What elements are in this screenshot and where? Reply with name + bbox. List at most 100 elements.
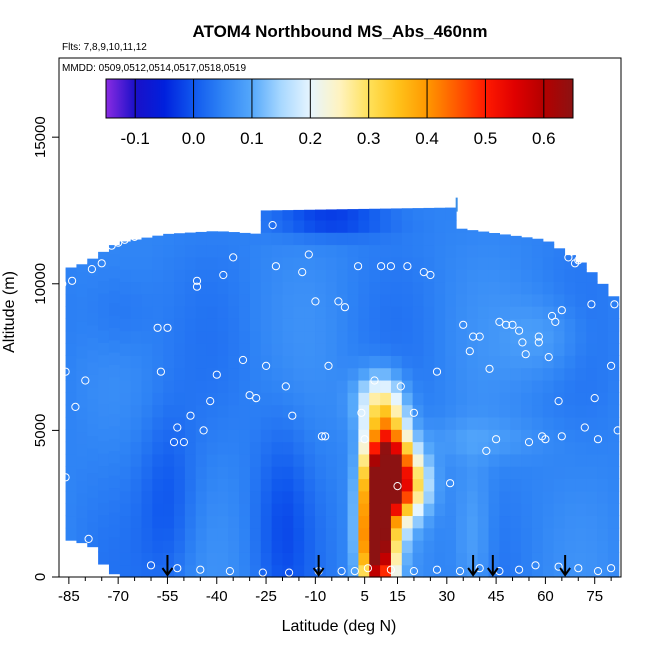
- heatmap-cell: [315, 379, 327, 393]
- heatmap-cell: [325, 527, 338, 541]
- flight-point: [252, 394, 261, 403]
- heatmap-cell: [531, 392, 544, 406]
- heatmap-cell: [510, 235, 522, 246]
- heatmap-cell: [174, 355, 186, 369]
- heatmap-cell: [163, 527, 175, 541]
- heatmap-cell: [325, 330, 338, 344]
- heatmap-cell: [249, 552, 262, 566]
- heatmap-cell: [98, 539, 110, 553]
- heatmap-cell: [586, 306, 598, 319]
- heatmap-cell: [293, 453, 305, 467]
- heatmap-cell: [76, 530, 88, 544]
- heatmap-cell: [347, 453, 360, 467]
- heatmap-cell: [597, 318, 609, 332]
- heatmap-cell: [271, 564, 284, 578]
- heatmap-cell: [466, 416, 479, 430]
- heatmap-cell: [510, 355, 522, 369]
- heatmap-cell: [325, 416, 338, 430]
- heatmap-cell: [369, 208, 381, 221]
- flight-point: [179, 438, 188, 447]
- heatmap-cell: [380, 490, 392, 504]
- heatmap-cell: [206, 293, 219, 307]
- heatmap-cell: [488, 416, 500, 430]
- heatmap-cell: [597, 330, 609, 344]
- heatmap-cell: [423, 355, 435, 369]
- heatmap-cell: [163, 466, 175, 480]
- heatmap-cell: [76, 517, 88, 531]
- heatmap-cell: [423, 306, 435, 319]
- heatmap-cell: [510, 343, 522, 356]
- heatmap-cell: [206, 564, 219, 578]
- heatmap-cell: [358, 404, 370, 418]
- flight-point: [186, 411, 195, 420]
- heatmap-cell: [217, 355, 229, 369]
- heatmap-cell: [390, 318, 403, 332]
- heatmap-cell: [293, 515, 305, 529]
- heatmap-cell: [542, 241, 555, 246]
- heatmap-cell: [174, 429, 186, 443]
- heatmap-cell: [184, 355, 197, 369]
- heatmap-cell: [466, 478, 479, 492]
- heatmap-cell: [174, 343, 186, 356]
- heatmap-cell: [380, 540, 392, 553]
- heatmap-cell: [282, 392, 294, 406]
- heatmap-cell: [597, 527, 609, 541]
- heatmap-cell: [108, 425, 121, 439]
- heatmap-cell: [597, 379, 609, 393]
- heatmap-cell: [466, 244, 479, 258]
- heatmap-cell: [130, 527, 143, 541]
- heatmap-cell: [586, 343, 598, 356]
- heatmap-cell: [586, 429, 598, 443]
- heatmap-cell: [206, 515, 219, 529]
- heatmap-cell: [174, 466, 186, 480]
- heatmap-cell: [249, 466, 262, 480]
- heatmap-cell: [358, 527, 370, 541]
- heatmap-cell: [163, 367, 175, 381]
- heatmap-cell: [369, 219, 381, 233]
- heatmap-cell: [510, 379, 522, 393]
- flight-point: [317, 432, 326, 441]
- flight-point: [446, 479, 455, 488]
- heatmap-cell: [358, 281, 370, 295]
- heatmap-cell: [282, 256, 294, 270]
- heatmap-cell: [304, 209, 316, 221]
- flight-point: [156, 367, 165, 376]
- heatmap-cell: [228, 441, 240, 455]
- heatmap-cell: [531, 429, 544, 443]
- heatmap-cell: [607, 392, 620, 406]
- heatmap-cell: [336, 404, 349, 418]
- heatmap-cell: [369, 466, 381, 480]
- heatmap-cell: [477, 416, 490, 430]
- heatmap-cell: [76, 456, 88, 470]
- heatmap-cell: [141, 540, 153, 553]
- heatmap-cell: [597, 466, 609, 480]
- heatmap-cell: [336, 330, 349, 344]
- heatmap-cell: [347, 293, 360, 307]
- heatmap-cell: [206, 379, 219, 393]
- heatmap-cell: [174, 503, 186, 517]
- heatmap-cell: [423, 540, 435, 553]
- heatmap-cell: [108, 499, 121, 513]
- heatmap-cell: [390, 441, 403, 455]
- heatmap-cell: [434, 343, 446, 356]
- heatmap-cell: [249, 269, 262, 283]
- flight-point: [334, 297, 343, 306]
- heatmap-cell: [531, 564, 544, 578]
- heatmap-cell: [76, 345, 88, 359]
- heatmap-cell: [206, 355, 219, 369]
- heatmap-cell: [380, 269, 392, 283]
- flight-point: [262, 361, 271, 370]
- heatmap-cell: [163, 281, 175, 295]
- heatmap-cell: [434, 416, 446, 430]
- heatmap-cell: [456, 416, 468, 430]
- heatmap-cell: [477, 564, 490, 578]
- heatmap-cell: [607, 453, 620, 467]
- heatmap-cell: [293, 306, 305, 319]
- heatmap-cell: [282, 404, 294, 418]
- heatmap-cell: [477, 392, 490, 406]
- heatmap-cell: [195, 367, 208, 381]
- heatmap-cell: [130, 281, 143, 295]
- heatmap-cell: [521, 293, 533, 307]
- y-axis-label: Altitude (m): [1, 271, 18, 353]
- heatmap-cell: [87, 312, 99, 326]
